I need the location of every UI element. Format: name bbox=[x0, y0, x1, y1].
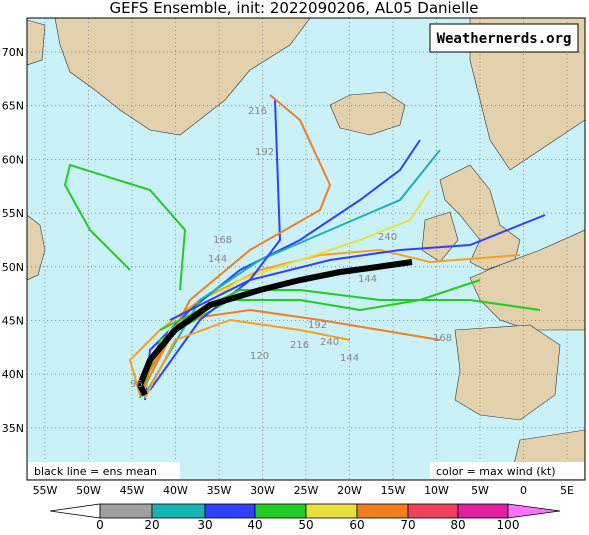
hour-label: 144 bbox=[208, 254, 227, 265]
lon-label: 0 bbox=[520, 484, 527, 497]
lon-label: 15W bbox=[381, 484, 406, 497]
hour-label: 96 bbox=[130, 379, 143, 390]
colorbar-tick: 30 bbox=[197, 518, 212, 531]
hour-label: 240 bbox=[320, 337, 339, 348]
lat-label: 50N bbox=[2, 261, 24, 274]
lat-label: 45N bbox=[2, 315, 24, 328]
lon-label: 45W bbox=[120, 484, 145, 497]
colorbar-tick: 50 bbox=[298, 518, 313, 531]
colorbar-tick: 80 bbox=[450, 518, 465, 531]
lat-label: 40N bbox=[2, 368, 24, 381]
lon-label: 40W bbox=[163, 484, 188, 497]
lon-label: 30W bbox=[250, 484, 275, 497]
watermark: Weathernerds.org bbox=[437, 31, 572, 47]
hour-label: 168 bbox=[213, 235, 232, 246]
lat-label: 65N bbox=[2, 100, 24, 113]
lon-label: 35W bbox=[207, 484, 232, 497]
colorbar-tick: 20 bbox=[144, 518, 159, 531]
lat-label: 70N bbox=[2, 46, 24, 59]
lat-label: 60N bbox=[2, 153, 24, 166]
lon-label: 5W bbox=[471, 484, 489, 497]
lat-label: 55N bbox=[2, 207, 24, 220]
colorbar-tick: 60 bbox=[349, 518, 364, 531]
hour-label: 192 bbox=[308, 320, 327, 331]
hour-label: 192 bbox=[255, 147, 274, 158]
lon-label: 10W bbox=[424, 484, 449, 497]
hour-label: 144 bbox=[358, 274, 377, 285]
colorbar-tick: 70 bbox=[400, 518, 415, 531]
hour-label: 144 bbox=[340, 353, 359, 364]
colorbar-tick: 100 bbox=[497, 518, 520, 531]
title: GEFS Ensemble, init: 2022090206, AL05 Da… bbox=[109, 0, 478, 17]
hour-label: 216 bbox=[248, 106, 267, 117]
lon-label: 55W bbox=[33, 484, 58, 497]
lon-label: 50W bbox=[76, 484, 101, 497]
hour-label: 168 bbox=[433, 333, 452, 344]
note-left: black line = ens mean bbox=[34, 465, 157, 478]
lon-label: 20W bbox=[337, 484, 362, 497]
lon-label: 5E bbox=[560, 484, 574, 497]
note-right: color = max wind (kt) bbox=[436, 465, 556, 478]
hour-label: 120 bbox=[250, 351, 269, 362]
hour-label: 216 bbox=[290, 340, 309, 351]
lon-label: 25W bbox=[294, 484, 319, 497]
colorbar-tick: 40 bbox=[247, 518, 262, 531]
colorbar-tick: 0 bbox=[96, 518, 104, 531]
lat-label: 35N bbox=[2, 422, 24, 435]
hour-label: 240 bbox=[378, 232, 397, 243]
